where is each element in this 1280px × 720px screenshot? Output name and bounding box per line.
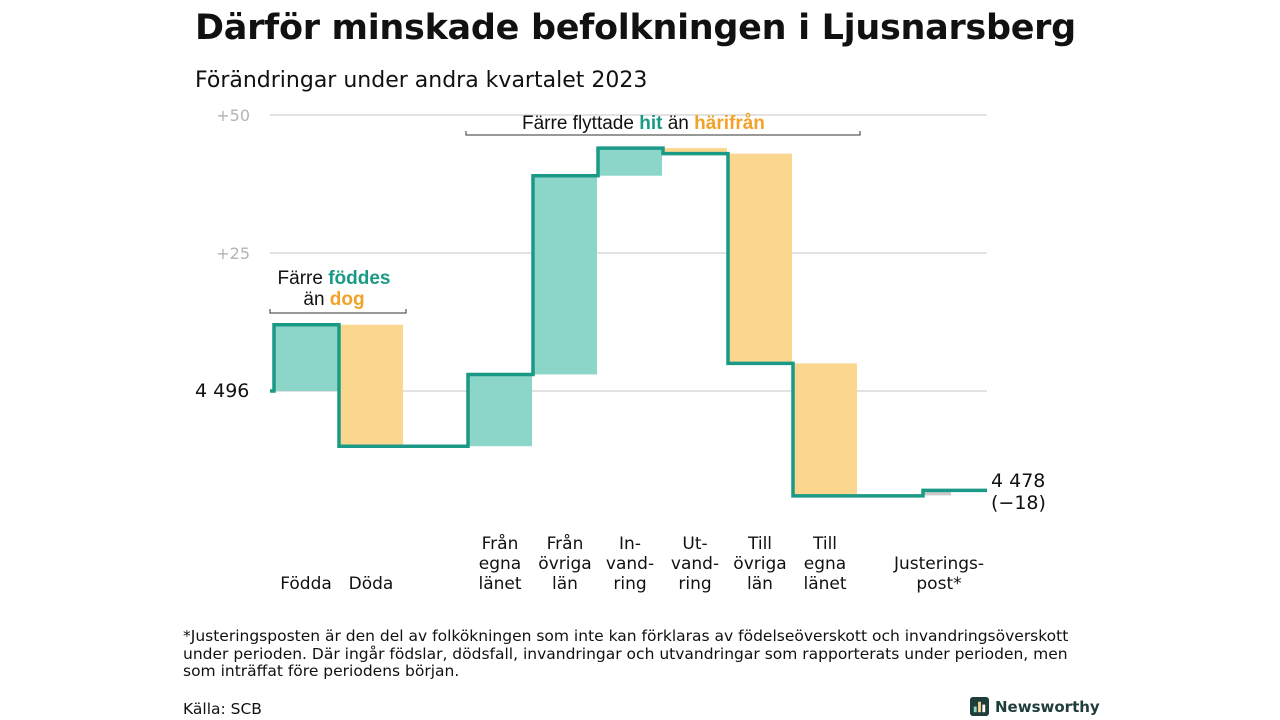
end-value-label: 4 478 (−18) — [991, 470, 1046, 514]
category-label-7: Till egna länet — [780, 534, 870, 594]
category-label-3: Från övriga län — [520, 534, 610, 594]
bar-7 — [793, 363, 857, 496]
chart-subtitle: Förändringar under andra kvartalet 2023 — [195, 68, 648, 93]
chart-title: Därför minskade befolkningen i Ljusnarsb… — [195, 8, 1076, 48]
y-tick-label-1: +25 — [216, 244, 250, 263]
moves-annotation-harifran: härifrån — [694, 113, 765, 134]
category-label-2: Från egna länet — [455, 534, 545, 594]
bars-layer — [274, 148, 951, 496]
category-label-4-line-1: vand- — [605, 554, 655, 574]
bar-0 — [274, 324, 338, 391]
category-label-8-line-0: Justerings- — [894, 554, 985, 574]
category-label-3-line-2: län — [552, 574, 578, 594]
bar-4 — [598, 148, 662, 176]
moves-annotation-mid: än — [662, 113, 695, 134]
category-label-7-line-1: egna — [803, 554, 847, 574]
category-label-3-line-1: övriga — [538, 554, 592, 574]
births-bracket — [269, 309, 407, 314]
births-annotation-highlight: föddes — [328, 268, 391, 289]
bar-8 — [923, 490, 951, 496]
category-label-6-line-0: Till — [747, 534, 773, 554]
category-label-3-line-0: Från — [546, 534, 584, 554]
bar-3 — [533, 175, 597, 375]
category-label-4: In-vand-ring — [585, 534, 675, 594]
end-value: 4 478 — [991, 470, 1046, 492]
category-label-4-line-0: In- — [619, 534, 641, 554]
category-label-0-line-0: Födda — [280, 574, 332, 594]
bar-chart-icon — [970, 697, 989, 716]
category-label-6: Till övriga län — [715, 534, 805, 594]
category-label-8-line-1: post* — [916, 574, 962, 594]
deaths-annotation-pre: än — [303, 289, 330, 310]
start-value-label: 4 496 — [195, 380, 250, 402]
category-label-1: Döda — [326, 574, 416, 594]
line-layer — [270, 146, 987, 498]
category-label-7-line-2: länet — [803, 574, 847, 594]
bar-1 — [339, 324, 403, 447]
moves-annotation: Färre flyttade hit än härifrån — [522, 113, 765, 135]
category-label-6-line-1: övriga — [733, 554, 787, 574]
category-label-7-line-0: Till — [812, 534, 838, 554]
category-label-0: Födda — [261, 574, 351, 594]
bar-2 — [468, 374, 532, 447]
category-label-2-line-2: länet — [478, 574, 522, 594]
brand-name: Newsworthy — [995, 697, 1100, 716]
births-annotation-pre: Färre — [277, 268, 329, 289]
brand-logo: Newsworthy — [970, 697, 1100, 716]
deaths-annotation-highlight: dog — [329, 289, 365, 310]
category-label-5-line-0: Ut- — [682, 534, 708, 554]
moves-bracket — [465, 131, 861, 136]
bracket-layer — [269, 131, 861, 314]
moves-annotation-hit: hit — [639, 113, 663, 134]
bar-6 — [728, 153, 792, 364]
population-step-line — [270, 146, 987, 498]
footnote: *Justeringsposten är den del av folkökni… — [183, 627, 1069, 680]
category-label-6-line-2: län — [747, 574, 773, 594]
end-change: (−18) — [991, 492, 1046, 514]
category-label-2-line-1: egna — [478, 554, 522, 574]
category-label-4-line-2: ring — [613, 574, 647, 594]
category-label-5-line-1: vand- — [670, 554, 720, 574]
moves-annotation-pre: Färre flyttade — [522, 113, 640, 134]
births-annotation: Färre föddes än dog — [271, 268, 397, 310]
bar-5 — [663, 148, 727, 154]
y-tick-label-0: +50 — [216, 106, 250, 125]
category-label-8: Justerings-post* — [894, 554, 984, 594]
category-label-5: Ut-vand-ring — [650, 534, 740, 594]
category-label-2-line-0: Från — [481, 534, 519, 554]
category-label-1-line-0: Döda — [348, 574, 394, 594]
category-label-5-line-2: ring — [678, 574, 712, 594]
source-label: Källa: SCB — [183, 700, 262, 718]
